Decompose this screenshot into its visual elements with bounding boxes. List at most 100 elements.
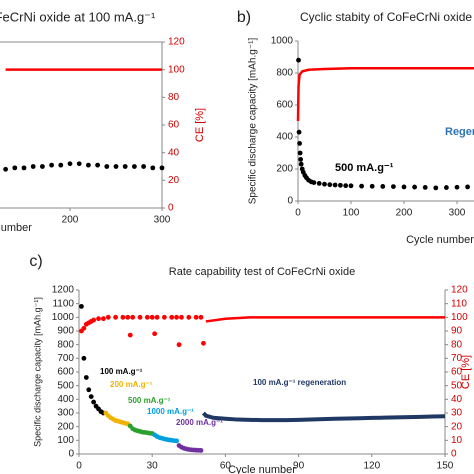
y-tick-label: 200 xyxy=(276,164,293,175)
y2-tick-label: 120 xyxy=(168,37,185,48)
y2-tick-label: 50 xyxy=(451,380,463,391)
annotation: 2000 mA.g⁻¹ xyxy=(176,418,223,427)
data-point xyxy=(316,181,322,186)
y-tick-label: 100 xyxy=(57,435,74,446)
data-point xyxy=(465,184,470,190)
x-tick-label: 100 xyxy=(343,208,360,219)
data-point xyxy=(433,185,439,191)
y2-tick-label: 20 xyxy=(168,175,180,186)
data-point xyxy=(95,162,100,168)
annotation: 500 mA.g⁻¹ xyxy=(335,162,394,174)
data-point xyxy=(174,438,180,444)
annotation: Regeneration xyxy=(445,126,474,138)
data-point xyxy=(391,184,396,190)
data-point xyxy=(104,164,110,169)
data-point xyxy=(444,185,449,190)
data-point xyxy=(298,161,304,167)
annotation: 100 mA.g⁻¹ regeneration xyxy=(253,378,346,387)
data-point xyxy=(81,355,87,361)
chart-title: Rate capability test of CoFeCrNi oxide xyxy=(169,266,355,278)
data-point xyxy=(422,185,428,190)
data-point xyxy=(144,314,150,320)
data-point xyxy=(150,165,156,171)
annotation: 1000 mA.g⁻¹ xyxy=(147,407,194,416)
data-point xyxy=(169,314,175,320)
y2-tick-label: 0 xyxy=(168,203,174,214)
y-axis-label: Specific discharge capacity [mAh.g⁻¹] xyxy=(248,38,259,205)
chart-title: CoFeCrNi oxide at 100 mA.g⁻¹ xyxy=(0,9,156,24)
data-point xyxy=(12,165,18,171)
y-tick-label: 300 xyxy=(57,408,74,419)
data-point xyxy=(359,183,364,189)
data-point xyxy=(159,165,165,171)
y-tick-label: 1000 xyxy=(271,36,294,47)
data-point xyxy=(127,332,133,338)
data-point xyxy=(49,162,54,168)
x-axis-label: Cycle number xyxy=(406,234,474,246)
y-tick-label: 500 xyxy=(57,380,74,391)
y2-tick-label: 80 xyxy=(451,339,463,350)
data-point xyxy=(369,183,375,189)
y-tick-label: 700 xyxy=(57,353,74,364)
data-point xyxy=(141,164,147,169)
annotation: 200 mA.g⁻¹ xyxy=(110,380,153,389)
data-point xyxy=(125,314,131,320)
y-tick-label: 600 xyxy=(57,367,74,378)
x-tick-label: 0 xyxy=(295,208,301,219)
data-point xyxy=(322,181,327,187)
x-tick-label: 120 xyxy=(363,461,380,472)
x-tick-label: 200 xyxy=(62,215,79,226)
y2-tick-label: 110 xyxy=(451,298,467,309)
data-point xyxy=(40,164,45,169)
data-point xyxy=(79,304,84,309)
y-tick-label: 600 xyxy=(276,100,293,111)
data-point xyxy=(297,150,303,156)
data-point xyxy=(454,184,460,190)
data-point xyxy=(154,314,160,320)
series-line xyxy=(205,316,445,323)
data-point xyxy=(101,316,106,322)
annotation: 500 mA.g⁻¹ xyxy=(128,396,171,405)
data-point xyxy=(86,387,92,393)
data-point xyxy=(186,314,192,320)
y2-tick-label: 40 xyxy=(168,147,180,158)
data-point xyxy=(179,314,184,320)
series-line xyxy=(201,411,446,423)
data-point xyxy=(81,325,87,331)
y-tick-label: 800 xyxy=(57,339,74,350)
y-tick-label: 400 xyxy=(57,394,74,405)
data-point xyxy=(86,162,91,168)
data-point xyxy=(176,342,182,348)
data-point xyxy=(380,184,386,189)
data-point xyxy=(83,375,89,380)
data-point xyxy=(88,394,94,399)
data-point xyxy=(96,316,101,322)
data-point xyxy=(201,340,206,346)
data-point xyxy=(149,314,155,320)
data-point xyxy=(113,314,118,320)
data-point xyxy=(298,157,304,162)
y-tick-label: 800 xyxy=(276,68,293,79)
y2-axis-label: CE [%] xyxy=(460,355,472,389)
data-point xyxy=(58,162,64,168)
data-point xyxy=(296,57,301,63)
y2-tick-label: 40 xyxy=(451,394,463,405)
y2-tick-label: 70 xyxy=(451,353,463,364)
data-point xyxy=(132,164,137,169)
data-point xyxy=(338,182,343,188)
y2-tick-label: 0 xyxy=(451,449,457,460)
x-tick-label: 60 xyxy=(220,461,232,472)
x-tick-label: 300 xyxy=(154,215,171,226)
data-point xyxy=(105,314,111,320)
y2-tick-label: 80 xyxy=(168,92,180,103)
y2-tick-label: 10 xyxy=(451,435,463,446)
y-tick-label: 0 xyxy=(287,196,293,207)
data-point xyxy=(193,314,199,320)
data-point xyxy=(120,314,126,320)
data-point xyxy=(113,164,119,169)
data-point xyxy=(401,184,407,190)
data-point xyxy=(130,314,136,320)
panel-label: c) xyxy=(29,253,42,270)
panel-label: b) xyxy=(237,9,251,26)
